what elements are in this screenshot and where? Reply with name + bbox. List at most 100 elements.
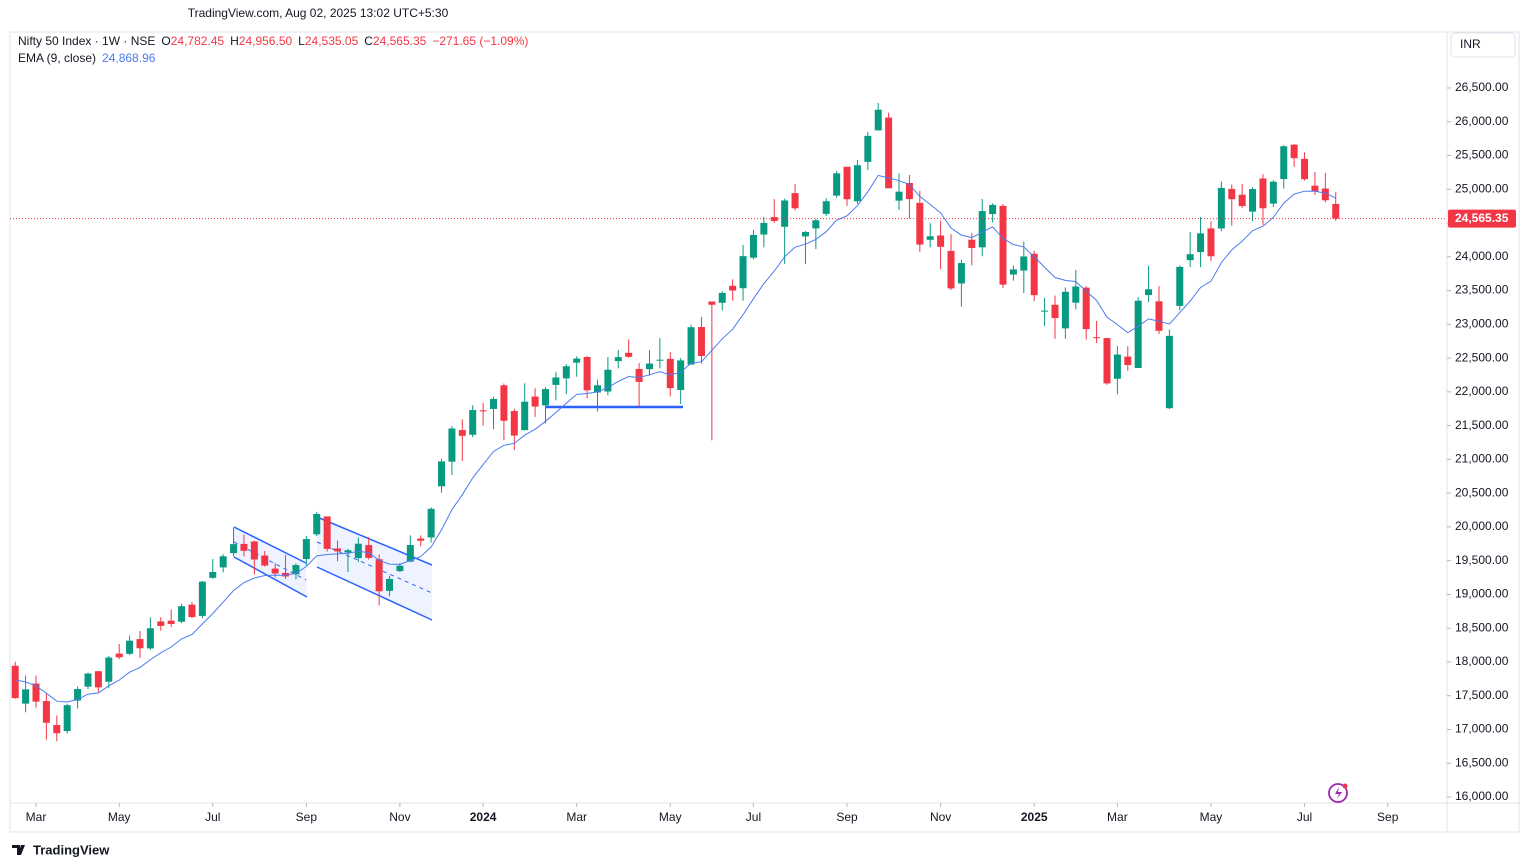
symbol-legend: Nifty 50 Index · 1W · NSE O24,782.45 H24,9… — [18, 34, 528, 48]
candle-body — [957, 263, 965, 284]
candle-body — [469, 410, 477, 435]
candle-body — [334, 548, 342, 552]
candle-body — [708, 301, 716, 305]
y-tick-label: 21,000.00 — [1455, 452, 1509, 466]
candle-body — [614, 357, 622, 362]
candle-body — [146, 628, 154, 649]
candle-body — [1145, 289, 1153, 296]
candles — [11, 103, 1340, 742]
y-tick-label: 21,500.00 — [1455, 418, 1509, 432]
candle-body — [219, 556, 227, 568]
candle-body — [770, 217, 778, 222]
candle-body — [687, 327, 695, 365]
candle-body — [198, 581, 206, 616]
logo-mark — [12, 845, 25, 855]
candle-body — [1030, 253, 1038, 296]
candle-body — [292, 565, 300, 575]
channel-line — [233, 556, 308, 598]
candle-body — [84, 673, 92, 687]
candle-body — [1176, 266, 1184, 306]
candle-body — [989, 204, 997, 215]
candle-body — [781, 200, 789, 227]
candle-body — [885, 117, 893, 189]
candle-body — [479, 410, 487, 412]
candle-body — [115, 653, 123, 658]
candle-body — [583, 356, 591, 391]
candle-body — [11, 665, 19, 699]
candle-body — [656, 359, 664, 361]
ohlc-key: O — [161, 34, 170, 48]
y-tick-label: 26,000.00 — [1455, 114, 1509, 128]
candle-body — [32, 683, 40, 702]
candle-body — [438, 461, 446, 487]
candle-body — [157, 621, 165, 626]
candle-body — [999, 205, 1007, 285]
candle-body — [895, 191, 903, 201]
candle-body — [365, 545, 373, 558]
x-tick-label: May — [1200, 810, 1223, 824]
y-tick-label: 24,000.00 — [1455, 249, 1509, 263]
channel-line — [233, 526, 307, 564]
candle-body — [749, 234, 757, 258]
y-tick-label: 22,500.00 — [1455, 350, 1509, 364]
candle-body — [531, 396, 539, 407]
candle-body — [53, 725, 61, 734]
candle-body — [1051, 304, 1059, 319]
candle-body — [1113, 354, 1121, 379]
currency-box[interactable] — [1450, 32, 1516, 58]
candle-body — [968, 239, 976, 248]
y-tick-label: 23,000.00 — [1455, 316, 1509, 330]
candle-body — [510, 411, 518, 436]
change: −271.65 (−1.09%) — [432, 34, 528, 48]
y-tick-label: 22,000.00 — [1455, 384, 1509, 398]
candle-body — [344, 550, 352, 553]
last-price-box — [1448, 209, 1516, 228]
ohlc-value: 24,535.05 — [305, 34, 359, 48]
candle-body — [1197, 233, 1205, 253]
candle-body — [448, 428, 456, 462]
candle-body — [1020, 256, 1028, 271]
candle-body — [136, 639, 144, 649]
last-price-label: 24,565.35 — [1455, 211, 1509, 225]
candle-body — [718, 292, 726, 303]
ohlc-value: 24,956.50 — [239, 34, 293, 48]
ema-value: 24,868.96 — [102, 51, 156, 65]
candle-body — [926, 236, 934, 240]
candle-body — [427, 508, 435, 538]
candle-body — [1207, 228, 1215, 257]
candle-body — [801, 232, 809, 237]
alert-icon[interactable] — [1328, 783, 1348, 803]
candle-body — [42, 701, 50, 723]
candle-body — [791, 193, 799, 209]
ema-legend: EMA (9, close) 24,868.96 — [18, 51, 156, 65]
candle-body — [625, 352, 633, 357]
candle-body — [1134, 300, 1142, 368]
y-tick-label: 19,500.00 — [1455, 553, 1509, 567]
candle-body — [947, 250, 955, 289]
candle-body — [645, 363, 653, 370]
candle-body — [417, 538, 425, 541]
y-tick-label: 19,000.00 — [1455, 587, 1509, 601]
candle-body — [1165, 335, 1173, 409]
candle-body — [1041, 310, 1049, 312]
candle-body — [282, 572, 290, 577]
y-tick-label: 25,500.00 — [1455, 148, 1509, 162]
page-title: TradingView.com, Aug 02, 2025 13:02 UTC+… — [188, 6, 449, 20]
candle-body — [1290, 144, 1298, 159]
y-tick-label: 16,500.00 — [1455, 755, 1509, 769]
candle-body — [1009, 269, 1017, 275]
candle-body — [261, 555, 269, 566]
y-tick-label: 18,500.00 — [1455, 620, 1509, 634]
candle-body — [1259, 178, 1267, 209]
candle-body — [386, 578, 394, 591]
y-tick-label: 20,500.00 — [1455, 485, 1509, 499]
candle-body — [302, 539, 310, 559]
candle-body — [635, 368, 643, 382]
x-tick-label: May — [659, 810, 682, 824]
brand: TradingView — [33, 842, 110, 857]
candle-body — [853, 165, 861, 202]
candle-body — [677, 360, 685, 390]
candle-body — [490, 398, 498, 409]
candle-body — [230, 544, 238, 554]
